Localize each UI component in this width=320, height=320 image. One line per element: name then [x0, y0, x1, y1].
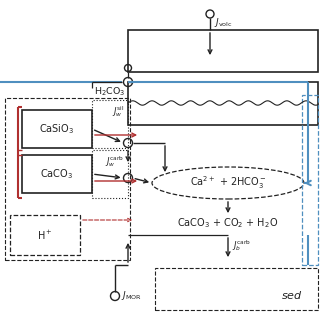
Text: CaCO$_3$: CaCO$_3$: [40, 167, 74, 181]
Text: H$^+$: H$^+$: [37, 228, 53, 242]
Text: $J_{\rm volc}$: $J_{\rm volc}$: [214, 15, 233, 28]
Text: $sed$: $sed$: [281, 289, 303, 301]
Text: CaCO$_3$ + CO$_2$ + H$_2$O: CaCO$_3$ + CO$_2$ + H$_2$O: [177, 216, 279, 230]
Text: $J_{\rm MOR}$: $J_{\rm MOR}$: [121, 290, 142, 302]
Text: $\rm H_2CO_3$: $\rm H_2CO_3$: [94, 86, 125, 98]
Text: $J_w^{\rm sil}$: $J_w^{\rm sil}$: [112, 104, 124, 119]
Text: CaSiO$_3$: CaSiO$_3$: [39, 122, 75, 136]
Text: $J_b^{\rm carb}$: $J_b^{\rm carb}$: [232, 238, 251, 253]
Text: Ca$^{2+}$ + 2HCO$_3^-$: Ca$^{2+}$ + 2HCO$_3^-$: [190, 175, 266, 191]
Text: $J_w^{\rm carb}$: $J_w^{\rm carb}$: [105, 154, 124, 169]
